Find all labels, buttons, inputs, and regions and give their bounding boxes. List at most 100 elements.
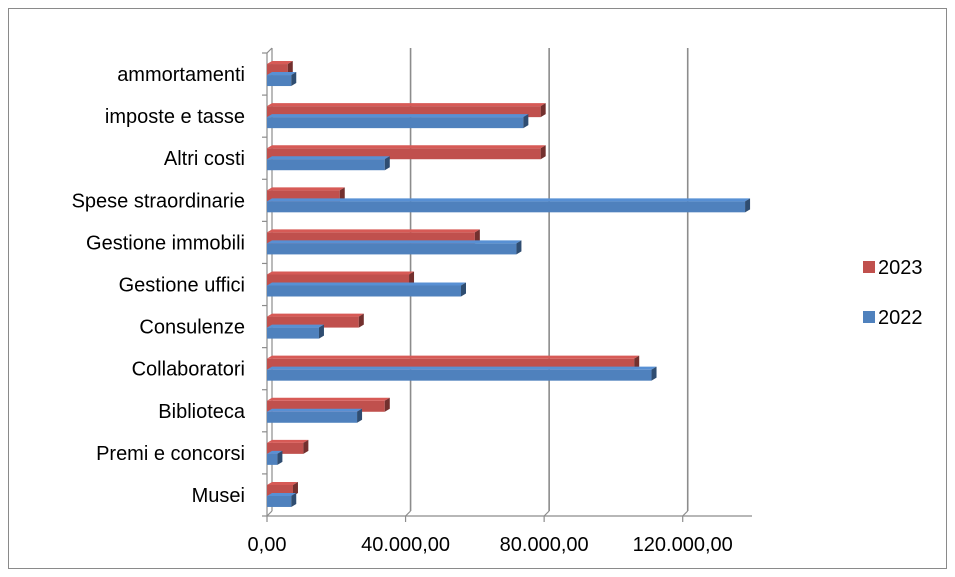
bar-2022-top bbox=[267, 282, 466, 286]
gridline-floor bbox=[682, 510, 689, 517]
chart-frame: 0,00 40.000,00 80.000,00 120.000,00 Musei Pre… bbox=[8, 8, 947, 569]
bars bbox=[267, 61, 751, 507]
bar-2023-face bbox=[267, 400, 385, 412]
bar-2023 bbox=[267, 397, 390, 412]
bar-2022-top bbox=[267, 408, 363, 412]
category-label: Gestione immobili bbox=[86, 232, 245, 254]
bar-2022-top bbox=[267, 450, 283, 454]
bar-2023 bbox=[267, 271, 415, 286]
bar-2022-face bbox=[267, 369, 652, 381]
gridline-floor bbox=[543, 510, 550, 517]
x-tick-label: 0,00 bbox=[248, 534, 287, 556]
bar-2022 bbox=[267, 114, 529, 129]
bar-2022-top bbox=[267, 492, 297, 496]
bar-2023 bbox=[267, 61, 293, 76]
bar-2023-face bbox=[267, 274, 410, 286]
bar-2022-top bbox=[267, 366, 657, 370]
bar-2023-top bbox=[267, 355, 640, 359]
category-label: Biblioteca bbox=[158, 401, 246, 423]
category-label: Musei bbox=[192, 485, 245, 507]
bar-2022-side bbox=[745, 198, 751, 213]
bar-2023 bbox=[267, 229, 480, 244]
category-label: Gestione uffici bbox=[119, 275, 245, 297]
bar-2022-top bbox=[267, 240, 522, 244]
gridline-floor bbox=[405, 510, 411, 517]
bar-2023 bbox=[267, 103, 546, 118]
bar-2023-top bbox=[267, 397, 390, 401]
bar-2022-side bbox=[651, 366, 657, 381]
bar-2022-top bbox=[267, 156, 390, 160]
x-tick-label: 120.000,00 bbox=[633, 534, 733, 556]
bar-2022-face bbox=[267, 117, 524, 129]
bar-2023-top bbox=[267, 313, 364, 317]
bar-2023-face bbox=[267, 148, 541, 160]
bar-2023-face bbox=[267, 106, 541, 118]
category-label: Collaboratori bbox=[132, 359, 245, 381]
x-axis-corner bbox=[266, 510, 273, 517]
bar-2023-side bbox=[540, 145, 546, 160]
legend: 2023 2022 bbox=[863, 257, 923, 329]
bar-2023-top bbox=[267, 271, 415, 275]
bar-chart: 0,00 40.000,00 80.000,00 120.000,00 Musei Pre… bbox=[72, 47, 923, 556]
category-label: imposte e tasse bbox=[105, 106, 245, 128]
bar-2023-top bbox=[267, 439, 309, 443]
bar-2022 bbox=[267, 198, 751, 213]
bar-2023-side bbox=[474, 229, 480, 244]
bar-2023 bbox=[267, 313, 364, 328]
bar-2023-face bbox=[267, 484, 293, 496]
labels: 0,00 40.000,00 80.000,00 120.000,00 Musei Pre… bbox=[72, 64, 733, 556]
bar-2022 bbox=[267, 72, 297, 87]
bar-2022-side bbox=[516, 240, 522, 255]
bar-2022-face bbox=[267, 453, 278, 465]
legend-swatch-2022 bbox=[863, 311, 875, 323]
bar-2023-top bbox=[267, 187, 345, 191]
bar-2022-side bbox=[318, 324, 324, 339]
bar-2022-face bbox=[267, 159, 385, 171]
bar-2022 bbox=[267, 240, 522, 255]
bar-2022-top bbox=[267, 324, 324, 328]
category-label: Consulenze bbox=[139, 317, 245, 339]
bar-2023 bbox=[267, 145, 546, 160]
bar-2022 bbox=[267, 156, 390, 171]
bar-2023-top bbox=[267, 145, 546, 149]
bar-2023 bbox=[267, 355, 640, 370]
bar-2022-side bbox=[461, 282, 466, 297]
bar-2023-top bbox=[267, 61, 293, 65]
bar-2022-top bbox=[267, 114, 529, 118]
bar-2023-side bbox=[634, 355, 640, 370]
bar-2022-face bbox=[267, 411, 358, 423]
bar-2022 bbox=[267, 450, 283, 465]
bar-2023 bbox=[267, 481, 298, 496]
bar-2023-top bbox=[267, 481, 298, 485]
bar-2022-face bbox=[267, 75, 292, 87]
bar-2022-face bbox=[267, 285, 461, 297]
category-label: Altri costi bbox=[164, 148, 245, 170]
bar-2023-face bbox=[267, 358, 635, 370]
bar-2023-face bbox=[267, 232, 475, 244]
bar-2022-side bbox=[291, 492, 297, 507]
bar-2023-side bbox=[303, 439, 309, 454]
bar-2022 bbox=[267, 366, 657, 381]
bar-2022-face bbox=[267, 495, 292, 507]
x-tick-label: 40.000,00 bbox=[361, 534, 450, 556]
x-tick-label: 80.000,00 bbox=[500, 534, 589, 556]
bar-2022-side bbox=[277, 450, 283, 465]
legend-label-2023: 2023 bbox=[878, 257, 923, 279]
bar-2023-side bbox=[540, 103, 546, 118]
bar-2023 bbox=[267, 187, 345, 202]
bar-2023-side bbox=[358, 313, 364, 328]
category-label: Premi e concorsi bbox=[96, 443, 245, 465]
category-label: ammortamenti bbox=[117, 64, 245, 86]
bar-2023-side bbox=[384, 397, 390, 412]
bar-2022-face bbox=[267, 201, 746, 213]
bar-2022 bbox=[267, 282, 466, 297]
legend-swatch-2023 bbox=[863, 261, 875, 273]
category-label: Spese straordinarie bbox=[72, 190, 245, 212]
bar-2023-top bbox=[267, 229, 480, 233]
y-axis-top-edge bbox=[266, 47, 273, 54]
bar-2023-face bbox=[267, 442, 304, 454]
bar-2022-top bbox=[267, 198, 751, 202]
bar-2023-top bbox=[267, 103, 546, 107]
bar-2022-face bbox=[267, 243, 517, 255]
bar-2022 bbox=[267, 492, 297, 507]
